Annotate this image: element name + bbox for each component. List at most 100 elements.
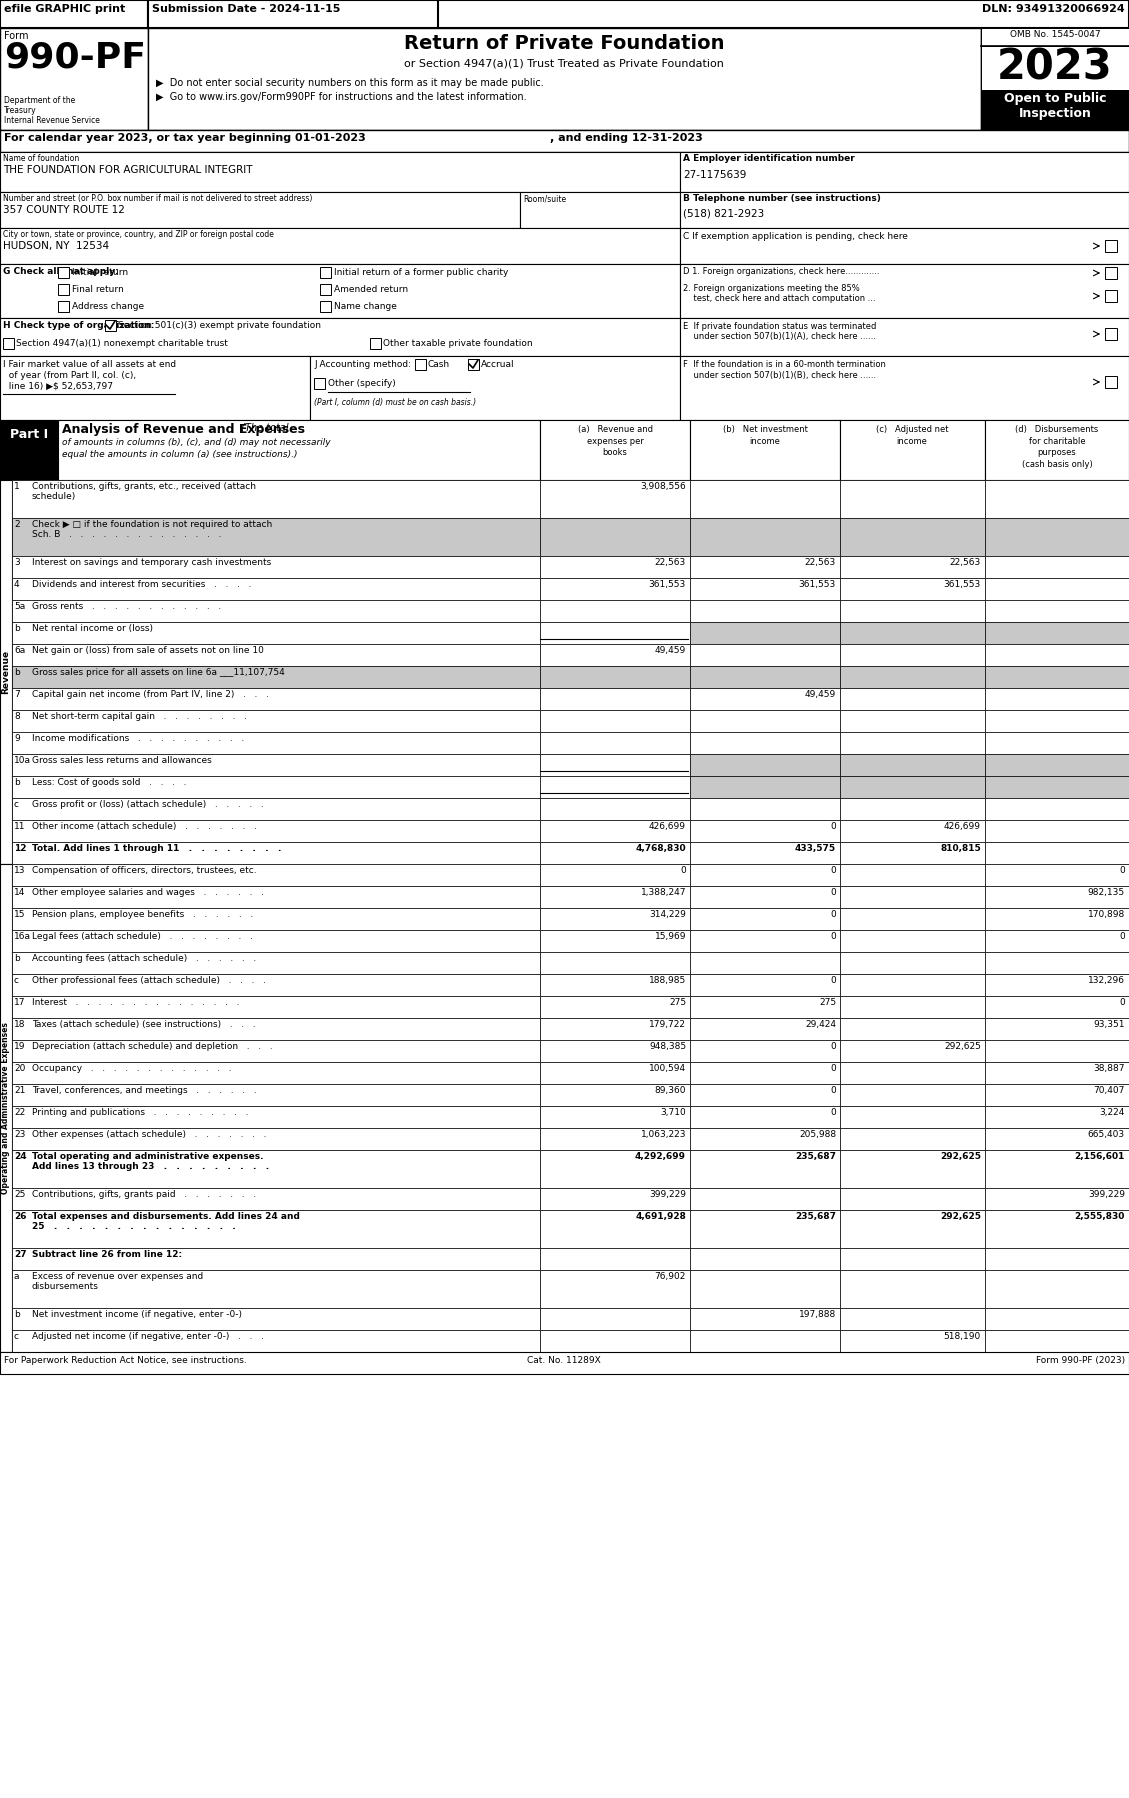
Text: (Part I, column (d) must be on cash basis.): (Part I, column (d) must be on cash basi…: [314, 397, 476, 406]
Bar: [984, 951, 1129, 975]
Text: 0: 0: [1119, 867, 1124, 876]
Text: 665,403: 665,403: [1088, 1129, 1124, 1138]
Text: 433,575: 433,575: [795, 843, 835, 852]
Text: Net rental income or (loss): Net rental income or (loss): [32, 624, 251, 633]
Text: 22,563: 22,563: [655, 557, 686, 566]
Text: c: c: [14, 800, 19, 809]
Text: 25: 25: [14, 1190, 25, 1199]
Bar: [540, 577, 690, 601]
Text: (d)   Disbursements: (d) Disbursements: [1015, 424, 1099, 433]
Text: 10a: 10a: [14, 755, 30, 764]
Bar: [840, 777, 984, 798]
Bar: [690, 1018, 840, 1039]
Text: B Telephone number (see instructions): B Telephone number (see instructions): [683, 194, 881, 203]
Bar: [690, 1084, 840, 1106]
Bar: [984, 798, 1129, 820]
Text: 76,902: 76,902: [655, 1271, 686, 1280]
Bar: [690, 480, 840, 518]
Bar: [12, 665, 540, 689]
Bar: [840, 930, 984, 951]
Bar: [984, 1151, 1129, 1188]
Text: A Employer identification number: A Employer identification number: [683, 155, 855, 164]
Bar: [0, 421, 58, 480]
Bar: [12, 1269, 540, 1307]
Text: Treasury: Treasury: [5, 106, 36, 115]
Bar: [984, 996, 1129, 1018]
Bar: [984, 601, 1129, 622]
Bar: [984, 1127, 1129, 1151]
Bar: [12, 1331, 540, 1352]
Bar: [690, 951, 840, 975]
Bar: [540, 908, 690, 930]
Bar: [469, 360, 479, 370]
Text: of year (from Part II, col. (c),: of year (from Part II, col. (c),: [3, 370, 137, 379]
Bar: [12, 518, 540, 556]
Text: 24: 24: [14, 1153, 27, 1162]
Text: Cash: Cash: [428, 360, 450, 369]
Bar: [540, 753, 690, 777]
Text: 2023: 2023: [997, 47, 1113, 88]
Text: 26: 26: [14, 1212, 26, 1221]
Bar: [12, 1151, 540, 1188]
Bar: [320, 300, 331, 313]
Text: 982,135: 982,135: [1088, 888, 1124, 897]
Bar: [984, 689, 1129, 710]
Text: For calendar year 2023, or tax year beginning 01-01-2023: For calendar year 2023, or tax year begi…: [5, 133, 366, 144]
Bar: [690, 1106, 840, 1127]
Text: 1,388,247: 1,388,247: [640, 888, 686, 897]
Bar: [680, 228, 1129, 264]
Text: 22: 22: [14, 1108, 25, 1117]
Text: 314,229: 314,229: [649, 910, 686, 919]
Bar: [12, 1039, 540, 1063]
Text: Total expenses and disbursements. Add lines 24 and
25   .   .   .   .   .   .   : Total expenses and disbursements. Add li…: [32, 1212, 300, 1232]
Bar: [690, 1063, 840, 1084]
Text: for charitable: for charitable: [1029, 437, 1085, 446]
Text: HUDSON, NY  12534: HUDSON, NY 12534: [3, 241, 110, 252]
Bar: [540, 930, 690, 951]
Text: 948,385: 948,385: [649, 1043, 686, 1052]
Bar: [840, 622, 984, 644]
Bar: [984, 865, 1129, 886]
Text: 0: 0: [830, 1108, 835, 1117]
Text: 399,229: 399,229: [649, 1190, 686, 1199]
Text: 49,459: 49,459: [805, 690, 835, 699]
Bar: [984, 1188, 1129, 1210]
Bar: [840, 556, 984, 577]
Bar: [370, 338, 380, 349]
Bar: [320, 284, 331, 295]
Text: 0: 0: [1119, 931, 1124, 940]
Text: under section 507(b)(1)(B), check here ......: under section 507(b)(1)(B), check here .…: [683, 370, 876, 379]
Bar: [0, 0, 148, 29]
Bar: [540, 1063, 690, 1084]
Text: purposes: purposes: [1038, 448, 1076, 457]
Text: Other employee salaries and wages   .   .   .   .   .   .: Other employee salaries and wages . . . …: [32, 888, 264, 897]
Text: H Check type of organization:: H Check type of organization:: [3, 322, 155, 331]
Bar: [690, 1248, 840, 1269]
Text: Taxes (attach schedule) (see instructions)   .   .   .: Taxes (attach schedule) (see instruction…: [32, 1019, 255, 1028]
Text: Gross sales less returns and allowances: Gross sales less returns and allowances: [32, 755, 212, 764]
Bar: [540, 601, 690, 622]
Bar: [690, 421, 840, 480]
Bar: [540, 1127, 690, 1151]
Bar: [105, 320, 116, 331]
Text: 0: 0: [830, 1086, 835, 1095]
Bar: [0, 1352, 1129, 1374]
Text: test, check here and attach computation ...: test, check here and attach computation …: [683, 295, 876, 304]
Bar: [12, 753, 540, 777]
Text: Address change: Address change: [72, 302, 145, 311]
Text: 38,887: 38,887: [1094, 1064, 1124, 1073]
Bar: [840, 1188, 984, 1210]
Bar: [984, 753, 1129, 777]
Bar: [840, 841, 984, 865]
Bar: [540, 665, 690, 689]
Text: Adjusted net income (if negative, enter -0-)   .   .   .: Adjusted net income (if negative, enter …: [32, 1332, 264, 1341]
Bar: [540, 1269, 690, 1307]
Bar: [12, 1106, 540, 1127]
Text: 22,563: 22,563: [949, 557, 981, 566]
Bar: [540, 421, 690, 480]
Text: (b)   Net investment: (b) Net investment: [723, 424, 807, 433]
Text: 0: 0: [830, 976, 835, 985]
Text: 170,898: 170,898: [1087, 910, 1124, 919]
Bar: [840, 1210, 984, 1248]
Text: 0: 0: [830, 931, 835, 940]
